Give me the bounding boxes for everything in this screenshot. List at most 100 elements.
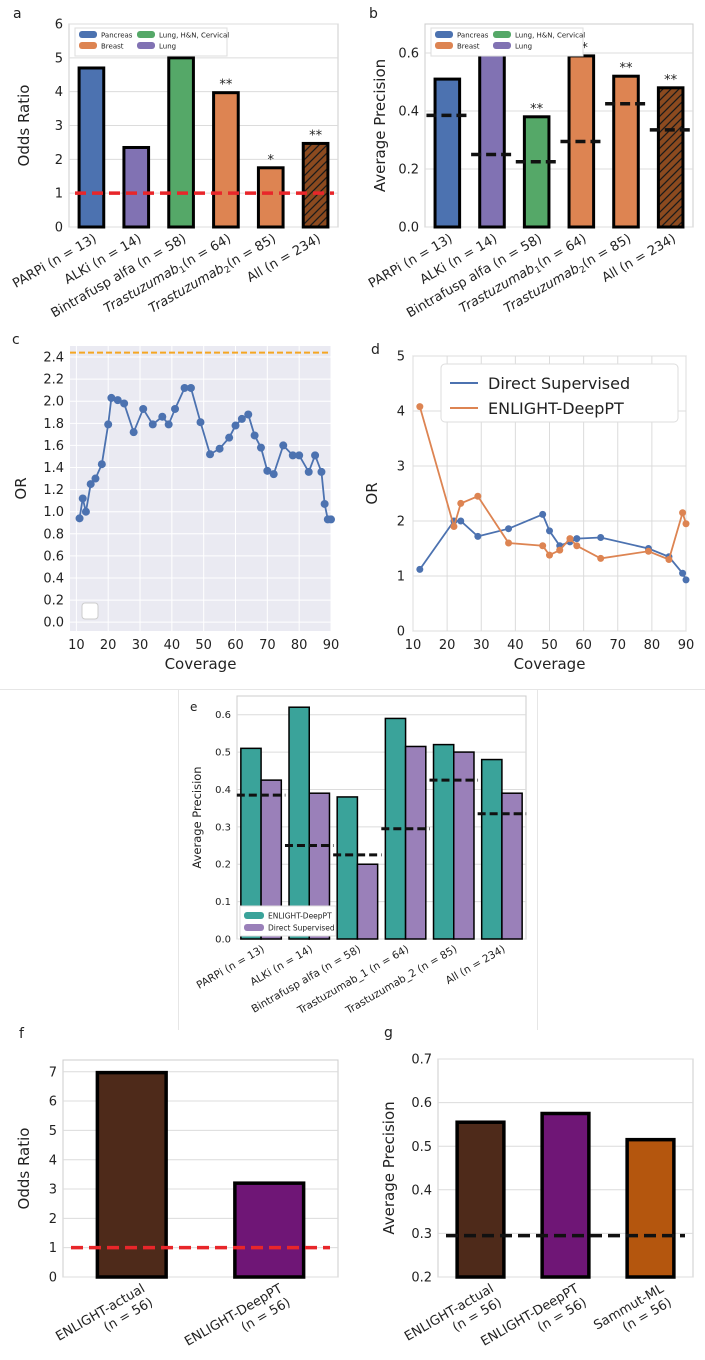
bar-f-1 [233,1181,306,1279]
legend-swatch-a-1 [137,31,155,38]
panel-d-ytick-1: 1 [397,570,405,585]
bar-f-0 [95,1070,168,1279]
panel-a-ytick-3: 3 [55,119,63,134]
panel-label-b: b [369,6,378,22]
panel-c-xtick-6: 70 [259,638,276,653]
panel-c-point-4 [91,474,100,483]
panel-d-series-1-point-13 [679,509,687,517]
bar-g-0 [455,1120,506,1279]
panel-c-xlabel: Coverage [165,655,237,673]
panel-f-ytick-0: 0 [49,1271,57,1286]
annotation-a-5: ** [309,128,323,143]
bar-a-2 [167,56,195,229]
panel-e-ylabel: Average Precision [190,766,204,868]
panel-c-point-16 [180,383,189,392]
panel-c-point-23 [237,414,246,423]
panel-d-xtick-5: 60 [575,638,592,653]
panel-c-point-13 [158,412,167,421]
panel-c-point-21 [225,433,234,442]
panel-c-point-7 [107,393,116,402]
panel-f-ytick-5: 5 [49,1124,57,1139]
panel-d-xlabel: Coverage [514,655,586,673]
panel-c-point-11 [139,404,148,413]
panel-c-ytick-11: 2.2 [43,373,64,388]
panel-e-ytick-4: 0.4 [215,785,231,796]
panel-e-legend-label-0: ENLIGHT-DeepPT [268,912,332,921]
panel-c-ytick-4: 0.8 [43,527,64,542]
panel-c-point-37 [327,515,335,524]
panel-e-ytick-3: 0.3 [215,822,231,833]
legend-label-a-3: Lung [159,43,176,51]
panel-e-left-divider [178,690,179,1030]
bar-e-0-4 [432,743,455,940]
bar-e-1-2 [356,863,379,940]
panel-c-ytick-2: 0.4 [43,571,64,586]
panel-d-xtick-4: 50 [541,638,558,653]
bar-g-1 [540,1111,591,1279]
panel-label-e: e [190,700,197,714]
panel-c-point-34 [317,467,326,476]
panel-d-series-1-point-1 [450,523,458,530]
panel-e-legend-swatch-1 [244,924,264,931]
panel-c-point-12 [148,420,157,429]
xtick-f-1: ENLIGHT-DeepPT(n = 56) [182,1281,293,1360]
legend-label-b-2: Breast [457,43,480,51]
panel-d-xtick-0: 10 [405,638,422,653]
panel-c-point-17 [186,383,195,392]
panel-c-point-6 [104,420,113,429]
annotation-a-3: ** [219,78,233,93]
panel-c-xtick-0: 10 [68,638,85,653]
panel-a-ytick-6: 6 [55,18,63,33]
panel-c-point-26 [256,443,265,452]
xtick-b-3-sub: 1 [533,265,543,277]
panel-c-xtick-5: 60 [227,638,244,653]
panel-e-right-divider [537,690,538,1030]
annotation-b-4: ** [620,61,634,76]
legend-swatch-a-2 [79,42,97,49]
xtick-a-4-sub: 2 [223,265,233,277]
panel-label-c: c [12,332,20,348]
panel-d-series-0-point-10 [597,534,605,541]
panel-d-series-1-point-10 [597,554,605,562]
panel-c-xtick-3: 40 [164,638,181,653]
panel-c-point-27 [263,466,272,475]
panel-c-xtick-4: 50 [195,638,212,653]
panel-d-ytick-3: 3 [397,460,405,475]
panel-c-empty-legend [81,602,99,620]
panel-c-ytick-7: 1.4 [43,461,64,476]
panel-c-ytick-5: 1.0 [43,505,64,520]
legend-label-b-3: Lung [515,43,532,51]
bar-a-5 [301,141,330,229]
panel-d-series-0-point-9 [573,535,581,543]
panel-c-point-5 [97,460,106,469]
xtick-f-0: ENLIGHT-actual(n = 56) [53,1281,155,1358]
panel-b-ytick-0: 0.0 [398,221,419,236]
panel-d-series-1-point-9 [573,542,581,550]
panel-a-ytick-1: 1 [55,187,63,202]
bar-e-0-2 [336,796,359,940]
panel-e-ytick-5: 0.5 [215,748,231,759]
legend-swatch-b-1 [493,31,511,38]
panel-f-ytick-1: 1 [49,1241,57,1256]
panel-d-series-1-point-4 [505,539,513,547]
panel-e-ytick-6: 0.6 [215,710,231,721]
panel-f-ytick-7: 7 [49,1065,57,1080]
panel-c-ylabel: OR [12,477,30,499]
panel-e-legend-label-1: Direct Supervised [268,924,335,933]
bar-g-2 [625,1137,676,1279]
panel-c-plot-area [70,346,331,631]
bar-a-0 [77,66,106,229]
panel-d-xtick-8: 90 [678,638,695,653]
panel-g-ytick-0: 0.2 [411,1271,432,1286]
panel-c-point-19 [206,450,215,459]
panel-label-a: a [13,6,22,22]
panel-f: 0 1 2 3 4 5 6 7 ENLIGHT-actual(n = 56) ENLIGHT-De… [15,1026,339,1360]
panel-g-ytick-4: 0.6 [411,1096,432,1111]
panel-c-xtick-7: 80 [291,638,308,653]
legend-a: Pancreas Lung, H&N, Cervical Breast Lung [74,27,229,57]
bar-b-5 [656,86,685,229]
panel-d-series-1-point-6 [546,551,553,559]
